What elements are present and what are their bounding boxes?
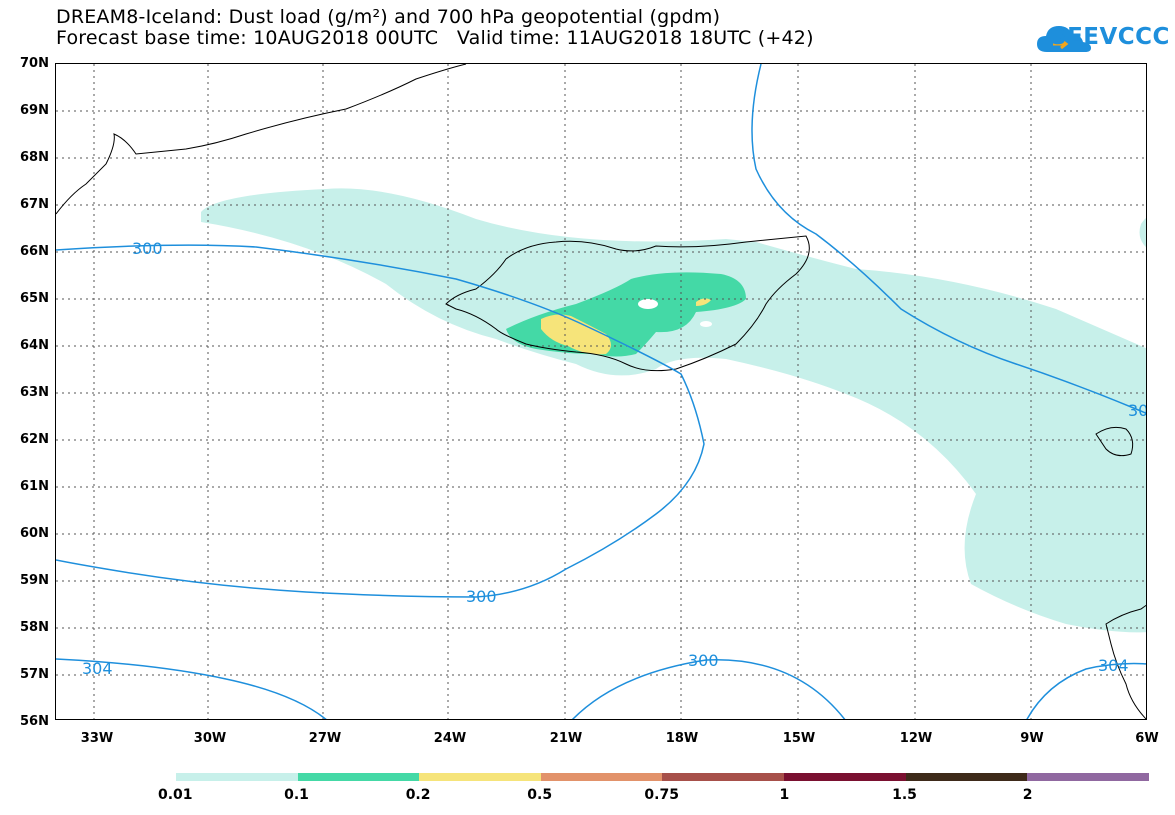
colorbar-segment [662,773,784,781]
lat-label: 63N [20,385,49,400]
scotland-coast [1105,604,1146,719]
contour-300-c [571,659,846,719]
colorbar-segment [784,773,906,781]
lat-label: 64N [20,338,49,353]
iceland-coast [445,235,810,372]
colorbar-label: 1 [779,787,790,803]
contours [56,64,1146,719]
coastlines [56,64,1146,719]
contour-label-304-east: 304 [1098,656,1129,675]
colorbar-segment [176,773,298,781]
lat-label: 57N [20,667,49,682]
contour-label-300-southeast: 300 [688,651,719,670]
cloud-icon [1037,26,1091,52]
colorbar-label: 2 [1022,787,1033,803]
colorbar-label: 0.2 [405,787,431,803]
lon-label: 12W [899,731,933,746]
lon-label: 6W [1135,731,1159,746]
contour-label-300-west: 300 [132,239,163,258]
lon-label: 9W [1020,731,1044,746]
colorbar-segment [905,773,1028,781]
colorbar-segment [419,773,541,781]
colorbar-segment [1027,773,1149,781]
colorbar-label: 0.75 [644,787,679,803]
colorbar-label: 0.5 [527,787,553,803]
dust-region-east [1139,217,1146,248]
lon-label: 21W [549,731,583,746]
lat-label: 56N [20,714,49,729]
lon-label: 15W [782,731,816,746]
map-area: 300 300 300 304 30 304 [55,63,1147,720]
lat-label: 67N [20,197,49,212]
colorbar-label: 0.01 [158,787,193,803]
dust-region-high-2 [696,298,711,306]
map-title: DREAM8-Iceland: Dust load (g/m²) and 700… [56,6,721,28]
contour-300-b [751,64,1146,414]
colorbar-segment [297,773,420,781]
lon-label: 24W [433,731,467,746]
lat-label: 59N [20,573,49,588]
contour-300-a [56,244,705,598]
lat-label: 66N [20,244,49,259]
lon-label: 18W [665,731,699,746]
lat-label: 70N [20,56,49,71]
colorbar-label: 0.1 [284,787,309,803]
dust-region-high [541,314,611,355]
lat-label: 61N [20,479,49,494]
contour-labels: 300 300 300 304 30 304 [82,239,1147,678]
contour-304-a [56,658,327,719]
lat-label: 65N [20,291,49,306]
dust-region-low [201,188,1146,633]
lat-label: 68N [20,150,49,165]
logo-text: SEEVCCC [1050,24,1170,50]
lat-label: 58N [20,620,49,635]
lat-label: 69N [20,103,49,118]
lat-label: 62N [20,432,49,447]
map-svg: 300 300 300 304 30 304 [56,64,1147,719]
colorbar-label: 1.5 [892,787,917,803]
contour-304-b [1026,662,1146,719]
greenland-coast [56,64,467,215]
lon-label: 33W [80,731,114,746]
lat-label: 60N [20,526,49,541]
grid [56,64,1146,719]
lon-label: 30W [193,731,227,746]
contour-label-300-south: 300 [466,587,497,606]
colorbar-segment [540,773,663,781]
lon-label: 27W [308,731,342,746]
faroe-coast [1095,426,1134,457]
map-subtitle: Forecast base time: 10AUG2018 00UTC Vali… [56,27,814,49]
contour-label-30-east: 30 [1128,401,1147,420]
contour-label-304-southwest: 304 [82,659,113,678]
